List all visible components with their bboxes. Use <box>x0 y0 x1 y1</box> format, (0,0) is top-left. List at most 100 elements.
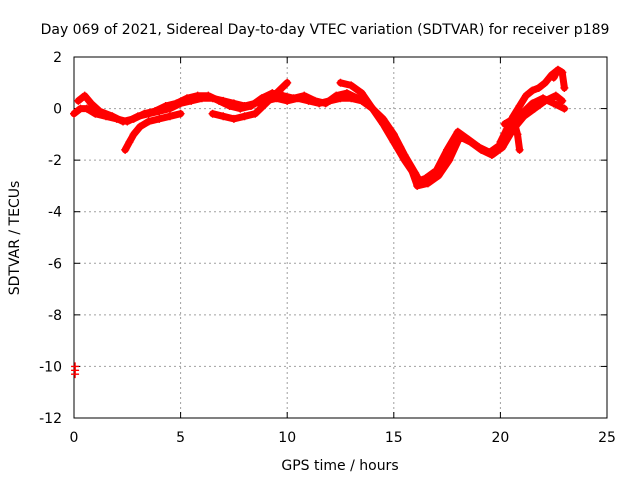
x-tick-label: 15 <box>385 430 403 446</box>
series-band <box>74 89 566 190</box>
data-point <box>560 104 569 113</box>
data-point <box>300 91 309 100</box>
data-point <box>155 114 164 123</box>
data-point <box>487 150 496 159</box>
data-series <box>70 65 569 379</box>
data-point <box>219 112 228 121</box>
data-point <box>214 96 223 105</box>
data-point <box>558 96 567 105</box>
data-point <box>411 171 420 180</box>
data-point <box>236 104 245 113</box>
data-point <box>500 120 509 129</box>
data-point <box>496 138 505 147</box>
y-tick-label: -2 <box>48 153 62 169</box>
data-point <box>140 109 149 118</box>
data-point <box>558 68 567 77</box>
y-tick-label: -10 <box>39 359 62 375</box>
y-tick-label: -12 <box>39 411 62 427</box>
data-point <box>541 78 550 87</box>
data-point <box>151 107 160 116</box>
data-point <box>161 101 170 110</box>
data-point <box>289 94 298 103</box>
data-point <box>87 99 96 108</box>
y-tick-label: 2 <box>53 50 62 66</box>
series-track-2 <box>74 89 567 190</box>
data-point <box>560 83 569 92</box>
data-point <box>515 101 524 110</box>
y-tick-label: -8 <box>48 308 62 324</box>
data-point <box>240 112 249 121</box>
data-point <box>528 86 537 95</box>
series-track-7 <box>500 114 524 154</box>
grid-lines <box>74 57 607 418</box>
series-band <box>337 79 419 180</box>
data-point <box>321 99 330 108</box>
data-point <box>443 145 452 154</box>
data-point <box>119 117 128 126</box>
data-point <box>379 120 388 129</box>
data-point <box>553 65 562 74</box>
data-point <box>80 91 89 100</box>
x-tick-label: 10 <box>278 430 296 446</box>
data-point <box>504 117 513 126</box>
data-point <box>70 109 78 118</box>
series-track-8 <box>549 65 569 92</box>
data-point <box>549 73 558 82</box>
data-point <box>129 114 138 123</box>
data-point <box>353 94 362 103</box>
data-point <box>310 96 319 105</box>
series-track-5 <box>336 78 420 180</box>
data-point <box>208 109 217 118</box>
data-point <box>549 99 558 108</box>
data-point <box>225 101 234 110</box>
data-point <box>121 145 130 154</box>
x-tick-label: 25 <box>598 430 616 446</box>
data-point <box>165 112 174 121</box>
axis-ticks <box>73 56 608 419</box>
data-point <box>521 91 530 100</box>
data-point <box>182 94 191 103</box>
x-tick-label: 5 <box>176 430 185 446</box>
data-point <box>82 104 91 113</box>
data-point <box>423 179 432 188</box>
series-band <box>550 66 568 92</box>
data-point <box>125 138 134 147</box>
data-point <box>129 130 138 139</box>
data-point <box>342 89 351 98</box>
y-tick-label: 0 <box>53 102 62 118</box>
data-point <box>434 171 443 180</box>
data-point <box>108 112 117 121</box>
data-point <box>534 83 543 92</box>
series-track-3 <box>121 109 185 154</box>
data-point <box>445 156 454 165</box>
data-point <box>455 132 464 141</box>
data-point <box>136 122 145 131</box>
data-point <box>193 91 202 100</box>
x-axis-label: GPS time / hours <box>281 458 398 474</box>
data-point <box>246 101 255 110</box>
y-tick-label: -6 <box>48 256 62 272</box>
data-point <box>513 130 522 139</box>
data-point <box>283 78 292 87</box>
data-point <box>347 81 356 90</box>
data-point <box>74 96 83 105</box>
data-point <box>336 78 345 87</box>
series-track-1 <box>70 94 569 185</box>
outlier-points <box>71 362 80 379</box>
data-point <box>176 109 185 118</box>
series-track-4 <box>208 78 292 123</box>
data-point <box>357 89 366 98</box>
data-point <box>530 104 539 113</box>
data-point <box>278 91 287 100</box>
y-tick-labels: -12 -10 -8 -6 -4 -2 0 2 <box>39 50 62 427</box>
data-point <box>272 89 281 98</box>
data-point <box>515 145 524 154</box>
data-point <box>251 109 260 118</box>
data-point <box>71 370 80 379</box>
data-point <box>368 104 377 113</box>
data-point <box>519 112 528 121</box>
data-point <box>257 94 266 103</box>
x-tick-labels: 0 5 10 15 20 25 <box>70 430 616 446</box>
data-point <box>551 91 560 100</box>
chart-title: Day 069 of 2021, Sidereal Day-to-day VTE… <box>41 22 610 38</box>
